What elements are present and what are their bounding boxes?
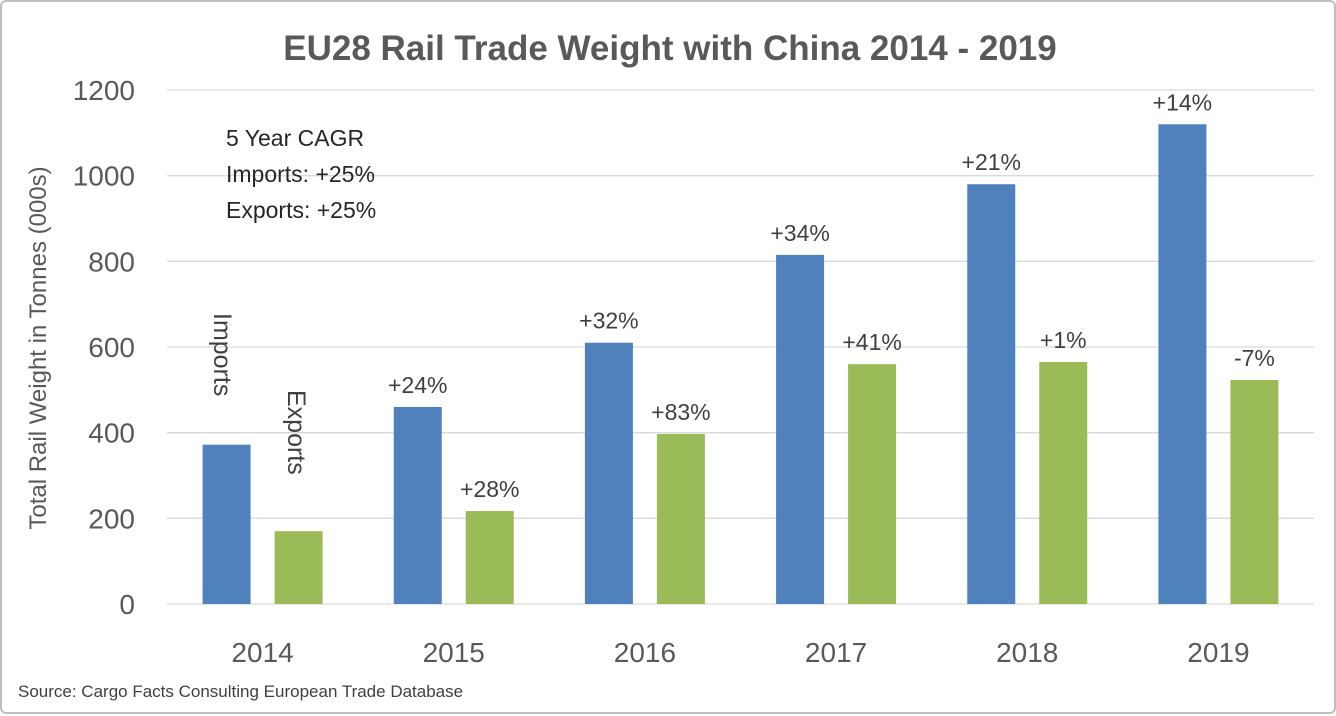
data-label-exports-2015: +28%: [460, 476, 519, 502]
x-tick-label: 2017: [805, 637, 867, 668]
data-label-exports-2017: +41%: [842, 329, 901, 355]
bar-imports-2019: [1158, 124, 1207, 605]
series-label-exports: Exports: [282, 390, 310, 475]
x-axis-ticks: 2014 2015 2016 2017 2018 2019: [231, 637, 1249, 668]
bar-imports-2014: [202, 444, 251, 604]
x-tick-label: 2018: [996, 637, 1058, 668]
gridlines: [167, 89, 1314, 605]
data-labels: +24% +28% +32% +83% +34% +41% +21% +1% +14% -7%: [388, 89, 1275, 502]
x-tick-label: 2014: [231, 637, 293, 668]
x-tick-label: 2015: [423, 637, 485, 668]
y-tick-label: 1000: [73, 161, 135, 192]
bar-imports-2018: [967, 184, 1016, 604]
data-label-imports-2018: +21%: [962, 149, 1021, 175]
series-label-imports: Imports: [208, 313, 236, 396]
source-note: Source: Cargo Facts Consulting European …: [18, 682, 463, 701]
bar-imports-2017: [776, 254, 825, 605]
bar-exports-2018: [1039, 361, 1088, 604]
data-label-exports-2018: +1%: [1040, 327, 1087, 353]
bar-exports-2014: [274, 531, 323, 604]
bar-exports-2016: [656, 433, 705, 604]
x-tick-label: 2019: [1187, 637, 1249, 668]
cagr-note-exports: Exports: +25%: [226, 197, 376, 223]
x-tick-label: 2016: [614, 637, 676, 668]
data-label-imports-2017: +34%: [770, 220, 829, 246]
y-tick-label: 200: [88, 503, 135, 534]
y-tick-label: 0: [119, 589, 135, 620]
data-label-imports-2016: +32%: [579, 308, 638, 334]
cagr-note-imports: Imports: +25%: [226, 161, 375, 187]
y-tick-label: 600: [88, 332, 135, 363]
bar-imports-2015: [393, 406, 442, 604]
data-label-imports-2019: +14%: [1153, 89, 1212, 115]
data-label-imports-2015: +24%: [388, 372, 447, 398]
bar-exports-2017: [848, 364, 897, 604]
bar-exports-2019: [1230, 379, 1279, 604]
data-label-exports-2019: -7%: [1234, 345, 1275, 371]
cagr-note-title: 5 Year CAGR: [226, 125, 364, 151]
y-tick-label: 400: [88, 418, 135, 449]
bar-exports-2015: [465, 511, 514, 604]
y-axis-title: Total Rail Weight in Tonnes (000s): [25, 166, 52, 529]
chart-title: EU28 Rail Trade Weight with China 2014 -…: [283, 29, 1057, 68]
y-axis-ticks: 0 200 400 600 800 1000 1200: [73, 75, 135, 620]
y-tick-label: 1200: [73, 75, 135, 106]
y-tick-label: 800: [88, 246, 135, 277]
bars: [202, 124, 1279, 605]
bar-imports-2016: [584, 342, 633, 604]
data-label-exports-2016: +83%: [651, 399, 710, 425]
